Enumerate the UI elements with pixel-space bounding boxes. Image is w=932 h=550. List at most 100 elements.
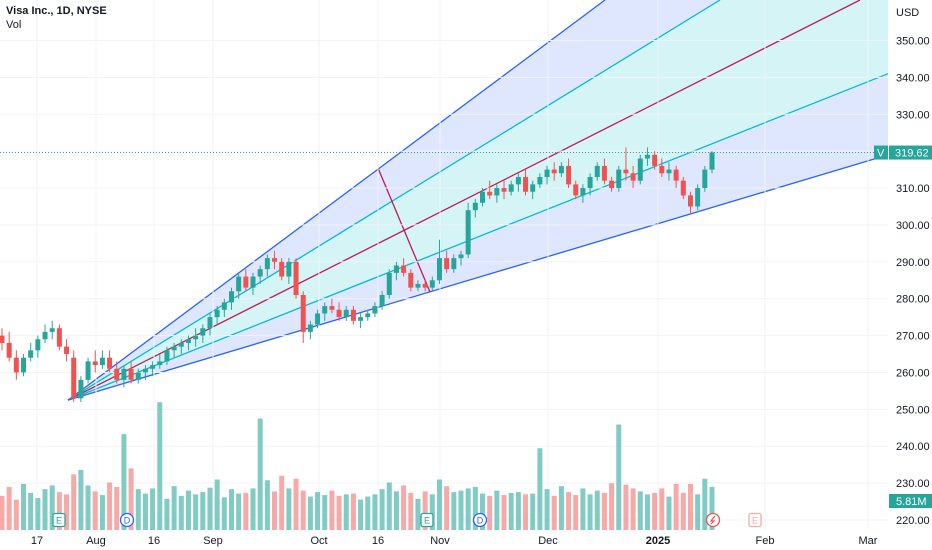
candle-body — [121, 368, 127, 380]
candle-body — [587, 176, 593, 189]
volume-bar — [293, 478, 299, 530]
candle-body — [343, 309, 349, 318]
volume-bar — [587, 494, 593, 530]
candle-body — [480, 191, 486, 203]
dividend-badge[interactable] — [119, 512, 135, 528]
volume-tag-bg — [889, 494, 932, 508]
price-tick-label: 330.00 — [896, 109, 930, 121]
dividend-badge[interactable] — [472, 512, 488, 528]
candle-body — [221, 302, 227, 310]
volume-bar — [99, 495, 105, 530]
candles — [0, 147, 715, 402]
candle-body — [329, 306, 335, 310]
volume-bar — [279, 475, 285, 530]
price-tick-label: 220.00 — [896, 515, 930, 527]
candle-body — [580, 188, 586, 196]
candle-body — [185, 339, 191, 343]
volume-bar — [666, 496, 672, 530]
volume-bar — [609, 483, 615, 530]
volume-bar — [566, 492, 572, 530]
candle-body — [386, 272, 392, 296]
volume-bar — [307, 496, 313, 530]
price-tick-label: 230.00 — [896, 478, 930, 490]
candle-body — [515, 176, 521, 185]
price-tick-label: 350.00 — [896, 36, 930, 48]
volume-bar — [6, 486, 12, 530]
badge-label: E — [752, 516, 758, 526]
volume-bar — [709, 486, 715, 530]
candle-body — [214, 309, 220, 318]
volume-bar — [515, 492, 521, 530]
candle-body — [178, 342, 184, 347]
volume-bar — [415, 498, 421, 530]
volume-bar — [121, 434, 127, 530]
earnings-badge[interactable] — [420, 512, 434, 528]
symbol-tag-bg — [874, 145, 888, 160]
axis-bg — [888, 0, 932, 550]
candle-body — [128, 368, 134, 380]
candle-body — [28, 350, 34, 358]
time-tick-label: Aug — [86, 535, 106, 547]
volume-bar — [644, 494, 650, 530]
volume-bar — [264, 480, 270, 530]
volume-bar — [393, 491, 399, 530]
time-tick-label: Dec — [538, 535, 558, 547]
candle-body — [637, 158, 643, 181]
price-tag: 319.62 — [895, 148, 929, 160]
symbol-title[interactable]: Visa Inc., 1D, NYSE — [6, 5, 107, 17]
volume-bar — [49, 485, 55, 530]
grid — [0, 0, 888, 530]
volume-bar — [42, 489, 48, 530]
volume-tag: 5.81M — [896, 496, 927, 508]
volume-bar — [444, 486, 450, 530]
candle-body — [709, 152, 715, 170]
volume-bar — [358, 499, 364, 530]
candle-body — [164, 350, 170, 362]
fan-line — [67, 0, 606, 401]
price-tick-label: 240.00 — [896, 441, 930, 453]
volume-bar — [680, 492, 686, 530]
volume-bar — [702, 478, 708, 530]
volume-bar — [480, 493, 486, 530]
candle-body — [659, 165, 665, 174]
gann-fan — [67, 0, 889, 401]
candle-body — [609, 180, 615, 189]
volume-bar — [544, 489, 550, 530]
currency-label: USD — [896, 7, 919, 19]
volume-bar — [451, 492, 457, 530]
earnings-badge[interactable] — [748, 512, 762, 528]
candle-body — [193, 335, 199, 340]
candle-body — [616, 169, 622, 189]
volume-bar — [107, 482, 113, 530]
candle-body — [566, 165, 572, 185]
volume-bar — [135, 489, 141, 530]
candle-body — [300, 295, 306, 332]
candle-body — [135, 372, 141, 380]
split-icon[interactable] — [705, 512, 721, 528]
lightning-icon — [709, 515, 716, 525]
candle-body — [666, 169, 672, 174]
earnings-badge[interactable] — [52, 512, 66, 528]
volume-bar — [228, 489, 234, 530]
candle-body — [630, 173, 636, 181]
candle-body — [644, 154, 650, 159]
price-tick-label: 250.00 — [896, 404, 930, 416]
candle-body — [336, 309, 342, 318]
volume-bar — [236, 493, 242, 530]
volume-bar — [365, 496, 371, 530]
candle-body — [171, 346, 177, 351]
candle-body — [21, 357, 27, 373]
badge-label: E — [424, 516, 430, 526]
time-tick-label: Mar — [859, 535, 878, 547]
candle-body — [429, 280, 435, 288]
candle-body — [379, 295, 385, 307]
candle-body — [200, 328, 206, 336]
volume-bar — [616, 424, 622, 530]
candle-body — [350, 309, 356, 321]
price-tag-bg — [889, 145, 932, 160]
volume-bar — [501, 495, 507, 530]
volume-bar — [623, 484, 629, 530]
price-tick-label: 280.00 — [896, 294, 930, 306]
price-tick-label: 340.00 — [896, 72, 930, 84]
